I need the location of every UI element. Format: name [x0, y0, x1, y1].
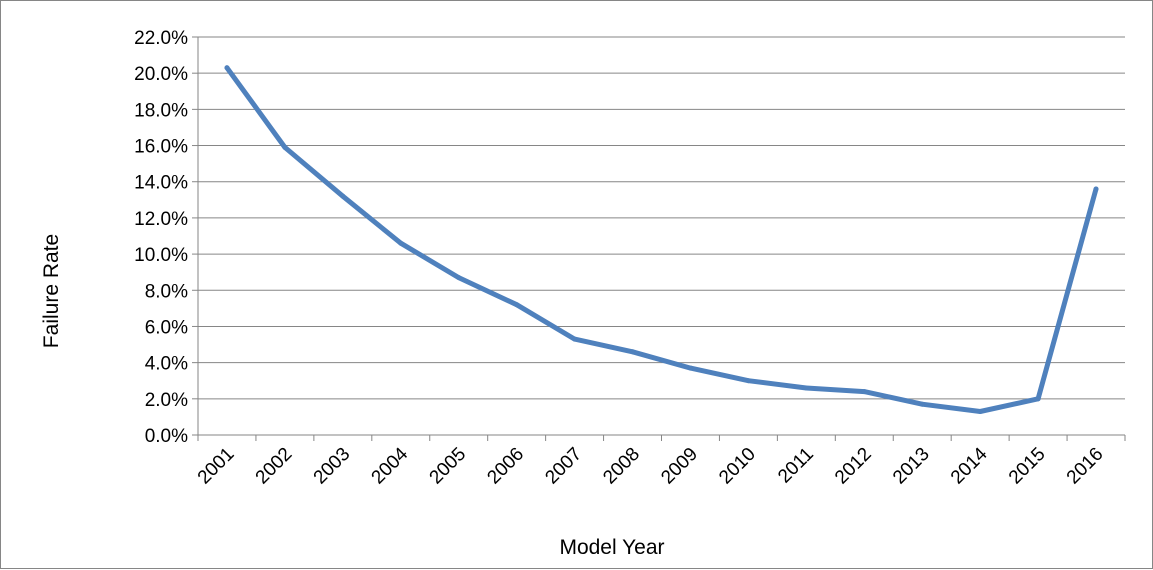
y-tick-label: 12.0% [134, 209, 188, 230]
data-point [514, 302, 520, 308]
x-tick-label: 2011 [774, 444, 818, 488]
y-tick-label: 4.0% [145, 354, 188, 375]
data-point [745, 378, 751, 384]
x-tick-label: 2001 [194, 444, 239, 489]
y-tick-label: 22.0% [134, 28, 188, 49]
y-tick-label: 6.0% [145, 317, 188, 338]
y-tick-label: 0.0% [145, 426, 188, 447]
x-tick-label: 2010 [715, 444, 760, 489]
y-tick-label: 2.0% [145, 390, 188, 411]
x-tick-label: 2013 [889, 444, 934, 489]
y-tick-label: 20.0% [134, 64, 188, 85]
x-tick-label: 2004 [368, 443, 413, 488]
x-axis-title: Model Year [559, 536, 664, 559]
x-tick-label: 2009 [657, 444, 702, 489]
series-line [224, 65, 1099, 414]
data-point [919, 401, 925, 407]
y-tick-label: 16.0% [134, 137, 188, 158]
data-point [224, 65, 230, 71]
data-point [572, 336, 578, 342]
y-tick-label: 8.0% [145, 281, 188, 302]
axes [192, 36, 1126, 441]
data-point [340, 193, 346, 199]
x-tick-label: 2015 [1005, 444, 1050, 489]
y-tick-label: 18.0% [134, 100, 188, 121]
x-tick-labels: 2001 2002 2003 2004 2005 2006 2007 2008 2009 2010… [194, 443, 1108, 488]
x-tick-label: 2014 [947, 443, 992, 488]
y-tick-label: 10.0% [134, 245, 188, 266]
x-tick-label: 2002 [252, 444, 297, 489]
x-tick-label: 2007 [541, 444, 586, 489]
x-tick-label: 2006 [483, 444, 528, 489]
data-point [1035, 396, 1041, 402]
x-tick-label: 2008 [599, 444, 644, 489]
data-point [803, 385, 809, 391]
y-tick-labels: 0.0% 2.0% 4.0% 6.0% 8.0% 10.0% 12.0% 14.0% 16.0%… [134, 28, 188, 447]
x-tick-label: 2016 [1063, 444, 1108, 489]
gridlines [198, 36, 1125, 400]
data-point [282, 144, 288, 150]
x-tick-label: 2003 [310, 444, 355, 489]
data-point [398, 240, 404, 246]
data-point [1093, 186, 1099, 192]
data-point [977, 408, 983, 414]
data-point [861, 389, 867, 395]
x-tick-label: 2005 [426, 444, 471, 489]
data-point [456, 275, 462, 281]
data-point [687, 365, 693, 371]
x-tick-label: 2012 [831, 444, 876, 489]
series-layer [224, 65, 1099, 414]
y-tick-label: 14.0% [134, 173, 188, 194]
y-axis-title: Failure Rate [40, 234, 63, 348]
data-point [630, 349, 636, 355]
